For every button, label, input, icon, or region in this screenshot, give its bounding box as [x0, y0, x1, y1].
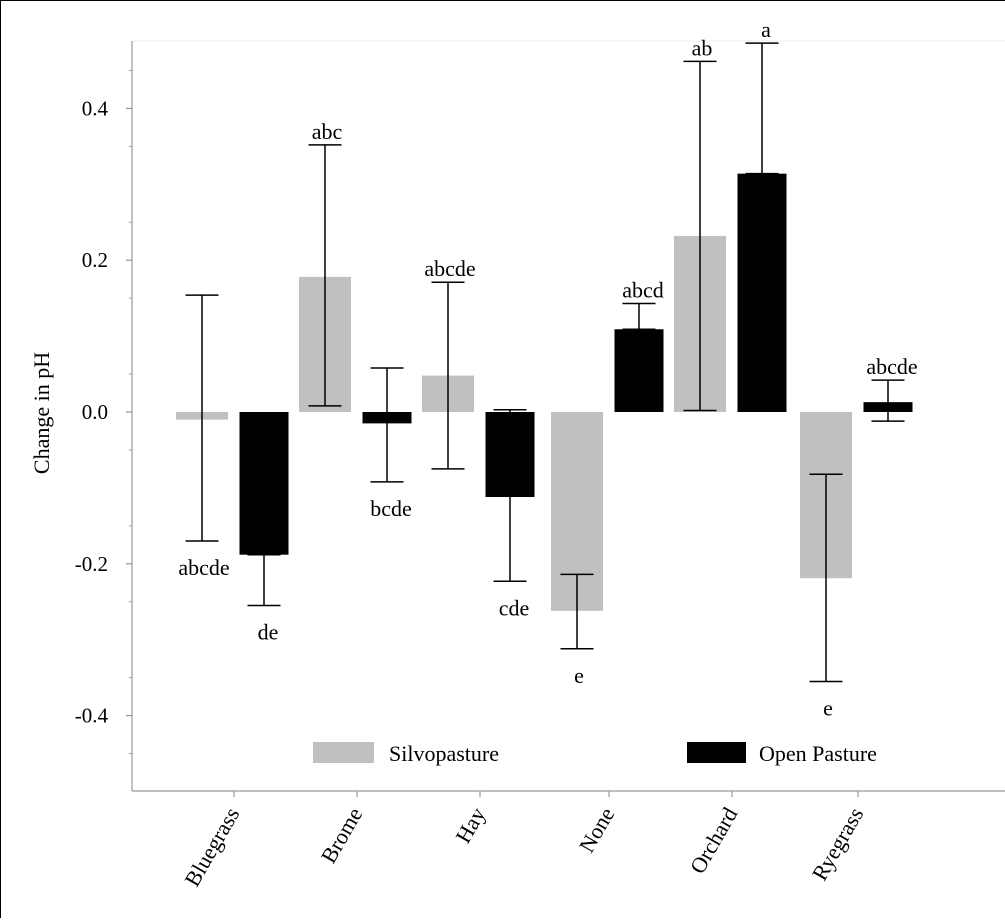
- x-tick-label: None: [574, 803, 619, 857]
- y-tick-labels: 0.4 0.2 0.0 -0.2 -0.4: [75, 96, 109, 727]
- y-tick-label: 0.0: [82, 400, 108, 424]
- significance-letter: abcde: [866, 354, 917, 379]
- significance-letters: abcde abc abcde e ab e de bcde cde abcd a abcde: [178, 17, 917, 720]
- y-axis-label: Change in pH: [29, 352, 54, 474]
- x-tick-label: Bluegrass: [179, 803, 244, 891]
- legend-swatch-silvopasture: [313, 742, 374, 763]
- significance-letter: abcde: [178, 555, 229, 580]
- legend-label-silvopasture: Silvopasture: [389, 741, 499, 766]
- axes: [126, 41, 1005, 797]
- bar-open-pasture: [614, 329, 664, 412]
- y-tick-label: -0.4: [75, 704, 109, 728]
- significance-letter: e: [574, 663, 584, 688]
- x-tick-label: Orchard: [685, 803, 743, 878]
- legend: Silvopasture Open Pasture: [313, 741, 877, 766]
- x-tick-label: Hay: [450, 803, 490, 847]
- x-tick-label: Brome: [316, 803, 368, 867]
- legend-swatch-open-pasture: [687, 742, 746, 763]
- significance-letter: ab: [692, 35, 713, 60]
- bar-open-pasture: [239, 412, 289, 555]
- bar-open-pasture: [737, 173, 787, 412]
- significance-letter: bcde: [370, 496, 412, 521]
- x-tick-labels: Bluegrass Brome Hay None Orchard Ryegrass: [179, 803, 868, 891]
- significance-letter: a: [761, 17, 771, 42]
- significance-letter: abcd: [622, 277, 664, 302]
- y-tick-label: -0.2: [75, 552, 108, 576]
- significance-letter: abcde: [424, 256, 475, 281]
- significance-letter: de: [258, 620, 279, 645]
- y-tick-label: 0.2: [82, 248, 108, 272]
- bars: [176, 173, 913, 611]
- error-bars: [185, 42, 905, 683]
- y-tick-label: 0.4: [82, 96, 109, 120]
- significance-letter: e: [823, 695, 833, 720]
- significance-letter: cde: [499, 595, 530, 620]
- x-tick-label: Ryegrass: [807, 803, 869, 885]
- significance-letter: abc: [312, 119, 343, 144]
- legend-label-open-pasture: Open Pasture: [759, 741, 877, 766]
